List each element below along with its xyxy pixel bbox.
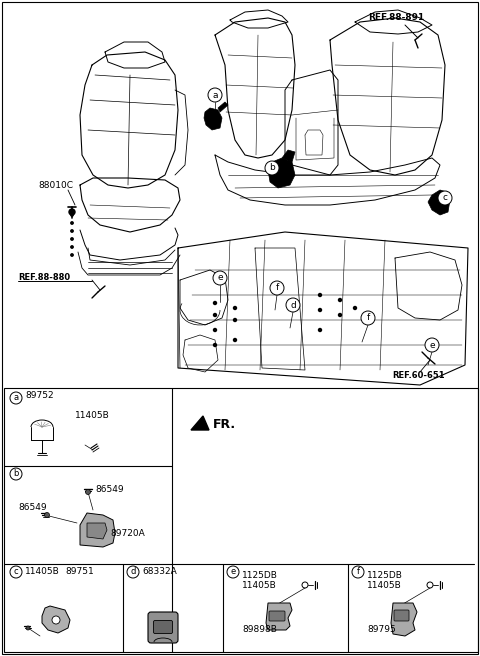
Circle shape — [353, 306, 357, 310]
Text: e: e — [217, 274, 223, 283]
Text: 89720A: 89720A — [110, 529, 145, 537]
Text: f: f — [357, 567, 360, 577]
Text: REF.88-891: REF.88-891 — [368, 14, 424, 22]
Circle shape — [71, 230, 73, 232]
Circle shape — [214, 302, 216, 304]
Polygon shape — [391, 603, 417, 636]
Circle shape — [10, 468, 22, 480]
Text: 11405B: 11405B — [242, 581, 277, 590]
Polygon shape — [191, 416, 209, 430]
Text: d: d — [130, 567, 136, 577]
Circle shape — [233, 319, 237, 321]
Text: c: c — [443, 194, 447, 203]
Circle shape — [319, 308, 322, 312]
Text: REF.88-880: REF.88-880 — [18, 274, 70, 283]
Polygon shape — [268, 158, 295, 188]
Text: a: a — [13, 394, 19, 403]
Circle shape — [361, 311, 375, 325]
Text: f: f — [276, 283, 278, 293]
Text: 89898B: 89898B — [242, 626, 277, 634]
Text: 11405B: 11405B — [25, 567, 60, 577]
FancyBboxPatch shape — [148, 612, 178, 643]
Circle shape — [338, 298, 341, 302]
Circle shape — [208, 88, 222, 102]
Text: 89752: 89752 — [25, 392, 54, 401]
Circle shape — [85, 489, 91, 495]
Polygon shape — [80, 513, 115, 547]
Text: 86549: 86549 — [18, 504, 47, 512]
Circle shape — [233, 338, 237, 342]
Circle shape — [10, 392, 22, 404]
Text: 11405B: 11405B — [367, 581, 402, 590]
Circle shape — [270, 281, 284, 295]
Circle shape — [69, 209, 75, 215]
Text: e: e — [429, 340, 435, 350]
Bar — [4, 388, 478, 652]
Text: a: a — [212, 91, 218, 100]
Text: 1125DB: 1125DB — [242, 571, 278, 581]
Text: 68332A: 68332A — [142, 567, 177, 577]
Circle shape — [227, 566, 239, 578]
FancyBboxPatch shape — [154, 621, 172, 634]
Polygon shape — [266, 603, 292, 630]
Circle shape — [10, 566, 22, 578]
Circle shape — [265, 161, 279, 175]
Polygon shape — [282, 150, 295, 162]
Circle shape — [319, 329, 322, 331]
Polygon shape — [87, 523, 107, 539]
Text: 86549: 86549 — [95, 485, 124, 495]
Text: b: b — [269, 163, 275, 173]
Polygon shape — [204, 108, 222, 130]
Text: e: e — [230, 567, 236, 577]
Circle shape — [26, 626, 30, 630]
Text: 1125DB: 1125DB — [367, 571, 403, 581]
Text: FR.: FR. — [213, 419, 236, 432]
Polygon shape — [42, 606, 70, 633]
Polygon shape — [218, 102, 228, 112]
Circle shape — [71, 246, 73, 248]
Circle shape — [52, 616, 60, 624]
Circle shape — [71, 238, 73, 240]
Circle shape — [425, 338, 439, 352]
Circle shape — [214, 344, 216, 346]
Circle shape — [214, 329, 216, 331]
Text: c: c — [14, 567, 18, 577]
Circle shape — [233, 306, 237, 310]
FancyBboxPatch shape — [394, 610, 409, 621]
Circle shape — [213, 271, 227, 285]
Circle shape — [338, 314, 341, 316]
FancyBboxPatch shape — [269, 611, 285, 621]
Circle shape — [127, 566, 139, 578]
Circle shape — [352, 566, 364, 578]
Circle shape — [214, 314, 216, 316]
Text: f: f — [366, 314, 370, 323]
Circle shape — [71, 214, 73, 216]
Text: 89751: 89751 — [65, 567, 94, 577]
Circle shape — [286, 298, 300, 312]
Circle shape — [71, 254, 73, 256]
Text: 11405B: 11405B — [75, 411, 110, 420]
Text: 88010C: 88010C — [38, 180, 73, 190]
Circle shape — [71, 222, 73, 224]
Text: d: d — [290, 300, 296, 310]
Circle shape — [319, 293, 322, 297]
Text: b: b — [13, 470, 19, 478]
Text: REF.60-651: REF.60-651 — [392, 371, 444, 380]
Polygon shape — [428, 190, 450, 215]
Circle shape — [438, 191, 452, 205]
Text: 89795: 89795 — [367, 626, 396, 634]
Circle shape — [45, 512, 49, 518]
